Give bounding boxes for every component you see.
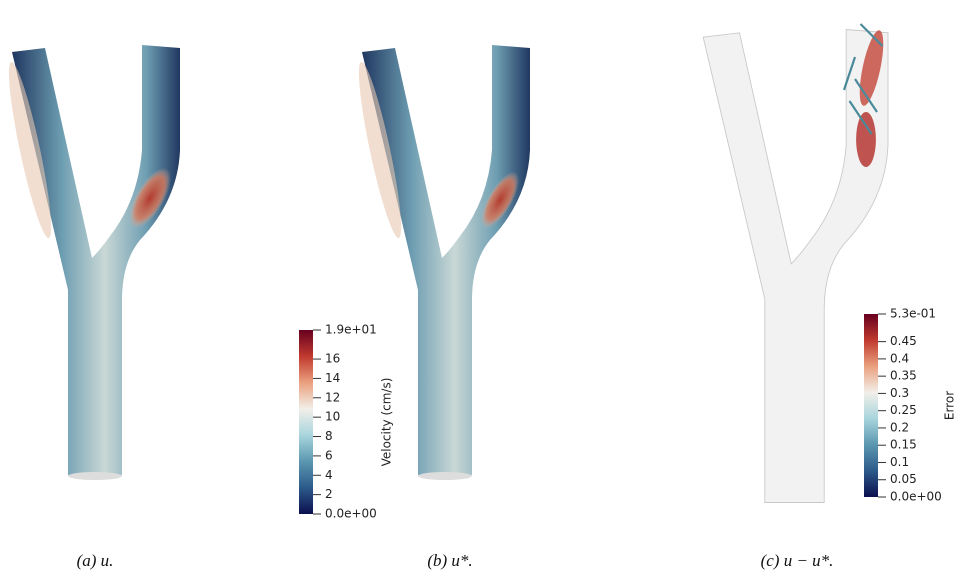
- caption: (a) u.: [77, 551, 114, 570]
- vessel-b: [358, 45, 530, 480]
- tick-label: 0.15: [890, 438, 917, 452]
- tick-label: 6: [325, 448, 333, 462]
- tick-label: 5.3e-01: [890, 307, 936, 321]
- tick-label: 0.45: [890, 334, 917, 348]
- colorbar-title: Error: [943, 391, 957, 420]
- tick-label: 0.0e+00: [890, 490, 942, 504]
- tick-label: 10: [325, 410, 340, 424]
- tick-label: 12: [325, 390, 340, 404]
- tick-label: 4: [325, 468, 333, 482]
- tick-label: 0.3: [890, 386, 909, 400]
- colorbar: [299, 330, 313, 514]
- tick-label: 0.0e+00: [325, 507, 377, 521]
- tick-label: 16: [325, 352, 340, 366]
- colorbar-title: Velocity (cm/s): [380, 378, 394, 467]
- tick-label: 2: [325, 487, 333, 501]
- tick-label: 0.35: [890, 369, 917, 383]
- tick-label: 0.4: [890, 351, 909, 365]
- caption: (b) u*.: [427, 551, 472, 570]
- tick-label: 14: [325, 371, 340, 385]
- colorbar: [864, 314, 878, 497]
- tick-label: 8: [325, 429, 333, 443]
- tick-label: 0.2: [890, 420, 909, 434]
- vessel-c: [702, 23, 889, 504]
- tick-label: 1.9e+01: [325, 323, 377, 337]
- vessel-a: [8, 45, 180, 480]
- caption: (c) u − u*.: [761, 551, 834, 570]
- tick-label: 0.25: [890, 403, 917, 417]
- tick-label: 0.05: [890, 472, 917, 486]
- tick-label: 0.1: [890, 455, 909, 469]
